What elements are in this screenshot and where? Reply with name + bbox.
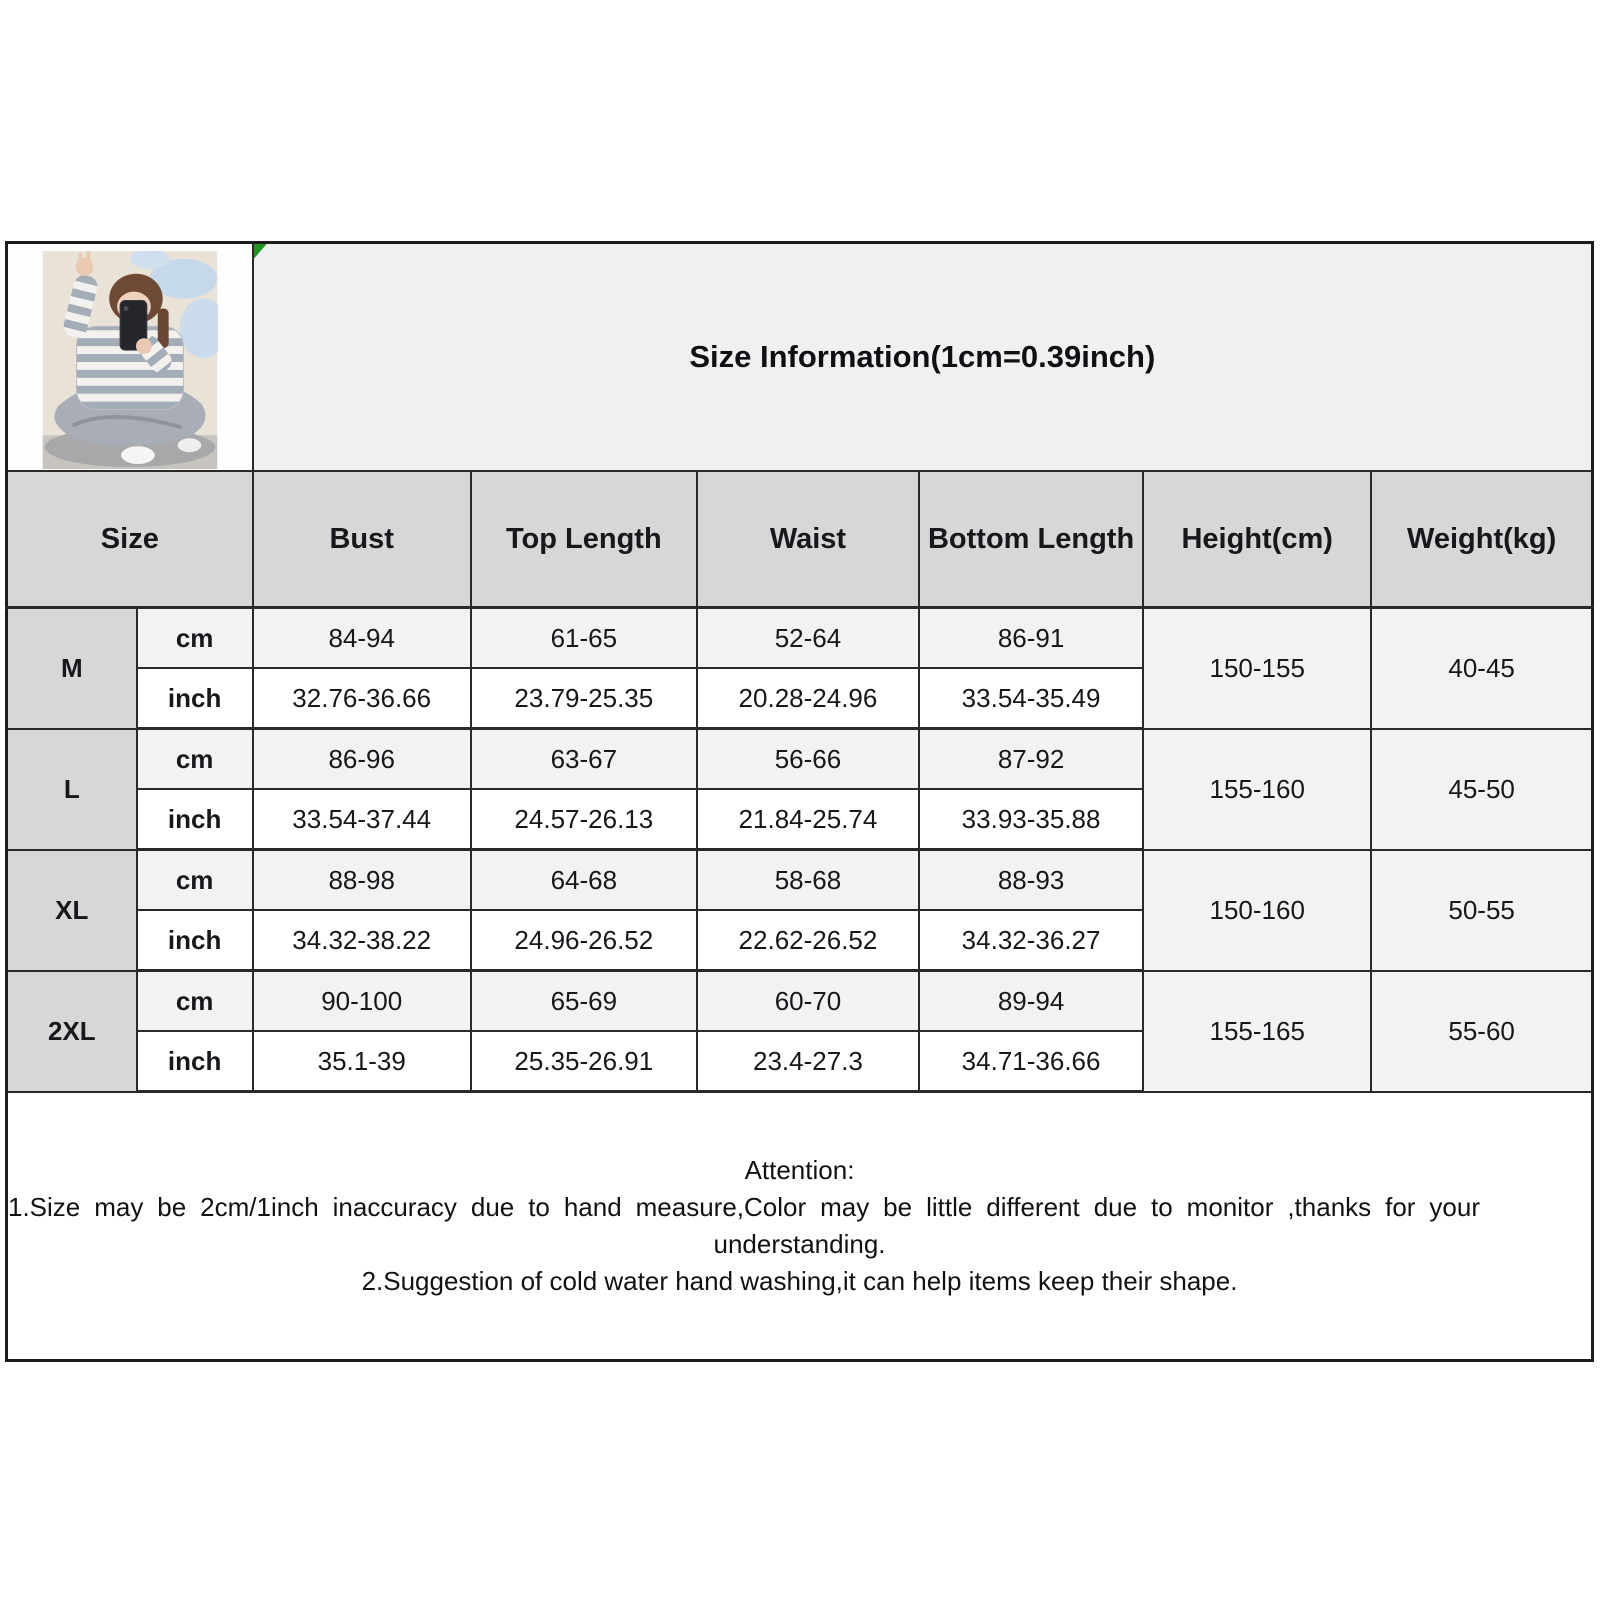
measurement-cell: 34.32-38.22 <box>251 909 472 972</box>
height-cell: 155-160 <box>1142 727 1373 851</box>
height-cell: 150-160 <box>1142 848 1373 972</box>
size-label-m: M <box>5 606 138 730</box>
col-header-bottom-length: Bottom Length <box>918 470 1145 609</box>
weight-cell: 50-55 <box>1370 848 1594 972</box>
measurement-cell: 33.54-37.44 <box>251 788 472 851</box>
attention-line-2: understanding. <box>713 1229 886 1259</box>
row-l-cm: L cm 86-96 63-67 56-66 87-92 155-160 45-… <box>5 727 1594 851</box>
measurement-cell: 35.1-39 <box>251 1030 472 1093</box>
unit-label: cm <box>135 848 254 911</box>
measurement-cell: 65-69 <box>469 969 698 1032</box>
measurement-cell: 21.84-25.74 <box>695 788 921 851</box>
measurement-cell: 34.71-36.66 <box>918 1030 1145 1093</box>
size-label-xl: XL <box>5 848 138 972</box>
unit-label: cm <box>135 727 254 790</box>
row-xl-inch: inch 34.32-38.22 24.96-26.52 22.62-26.52… <box>7 909 1593 972</box>
measurement-cell: 32.76-36.66 <box>251 667 472 730</box>
measurement-cell: 56-66 <box>695 727 921 790</box>
measurement-cell: 33.93-35.88 <box>918 788 1145 851</box>
measurement-cell: 88-93 <box>918 848 1145 911</box>
measurement-cell: 89-94 <box>918 969 1145 1032</box>
measurement-cell: 25.35-26.91 <box>469 1030 698 1093</box>
measurement-cell: 24.96-26.52 <box>469 909 698 972</box>
height-cell: 155-165 <box>1142 969 1373 1093</box>
col-header-size: Size <box>5 470 254 609</box>
measurement-cell: 86-96 <box>251 727 472 790</box>
row-2xl-inch: inch 35.1-39 25.35-26.91 23.4-27.3 34.71… <box>7 1030 1593 1093</box>
row-m-cm: M cm 84-94 61-65 52-64 86-91 150-155 40-… <box>5 606 1594 730</box>
measurement-cell: 63-67 <box>469 727 698 790</box>
size-information-table: Size Information(1cm=0.39inch) Size Bust… <box>5 241 1594 1362</box>
col-header-weight: Weight(kg) <box>1370 470 1594 609</box>
col-header-height: Height(cm) <box>1142 470 1373 609</box>
measurement-cell: 33.54-35.49 <box>918 667 1145 730</box>
measurement-cell: 34.32-36.27 <box>918 909 1145 972</box>
attention-row: Attention: 1.Size may be 2cm/1inch inacc… <box>5 1090 1594 1362</box>
height-cell: 150-155 <box>1142 606 1373 730</box>
measurement-cell: 24.57-26.13 <box>469 788 698 851</box>
product-photo <box>42 251 218 469</box>
size-label-l: L <box>5 727 138 851</box>
measurement-cell: 84-94 <box>251 606 472 669</box>
weight-cell: 45-50 <box>1370 727 1594 851</box>
page-title: Size Information(1cm=0.39inch) <box>689 339 1156 374</box>
unit-label: inch <box>135 909 254 972</box>
measurement-cell: 20.28-24.96 <box>695 667 921 730</box>
row-l-inch: inch 33.54-37.44 24.57-26.13 21.84-25.74… <box>7 788 1593 851</box>
measurement-cell: 60-70 <box>695 969 921 1032</box>
header-row: Size Bust Top Length Waist Bottom Length… <box>5 470 1594 609</box>
measurement-cell: 23.79-25.35 <box>469 667 698 730</box>
weight-cell: 40-45 <box>1370 606 1594 730</box>
banner-row: Size Information(1cm=0.39inch) <box>5 241 1594 472</box>
measurement-cell: 87-92 <box>918 727 1145 790</box>
attention-line-3: 2.Suggestion of cold water hand washing,… <box>361 1265 1238 1296</box>
unit-label: inch <box>135 788 254 851</box>
unit-label: inch <box>135 667 254 730</box>
attention-heading: Attention: <box>744 1155 855 1186</box>
unit-label: cm <box>135 969 254 1032</box>
measurement-cell: 23.4-27.3 <box>695 1030 921 1093</box>
col-header-waist: Waist <box>695 470 921 609</box>
attention-line-1: 1.Size may be 2cm/1inch inaccuracy due t… <box>8 1192 1481 1223</box>
measurement-cell: 52-64 <box>695 606 921 669</box>
measurement-cell: 88-98 <box>251 848 472 911</box>
col-header-top-length: Top Length <box>469 470 698 609</box>
measurement-cell: 61-65 <box>469 606 698 669</box>
measurement-cell: 64-68 <box>469 848 698 911</box>
size-label-2xl: 2XL <box>5 969 138 1093</box>
row-2xl-cm: 2XL cm 90-100 65-69 60-70 89-94 155-165 … <box>5 969 1594 1093</box>
measurement-cell: 86-91 <box>918 606 1145 669</box>
unit-label: cm <box>135 606 254 669</box>
measurement-cell: 22.62-26.52 <box>695 909 921 972</box>
title-cell: Size Information(1cm=0.39inch) <box>251 241 1594 472</box>
cell-flag-triangle-icon <box>254 244 267 259</box>
product-photo-cell <box>5 241 254 472</box>
attention-note: Attention: 1.Size may be 2cm/1inch inacc… <box>5 1090 1594 1362</box>
unit-label: inch <box>135 1030 254 1093</box>
measurement-cell: 58-68 <box>695 848 921 911</box>
row-m-inch: inch 32.76-36.66 23.79-25.35 20.28-24.96… <box>7 667 1593 730</box>
col-header-bust: Bust <box>251 470 472 609</box>
row-xl-cm: XL cm 88-98 64-68 58-68 88-93 150-160 50… <box>5 848 1594 972</box>
measurement-cell: 90-100 <box>251 969 472 1032</box>
weight-cell: 55-60 <box>1370 969 1594 1093</box>
